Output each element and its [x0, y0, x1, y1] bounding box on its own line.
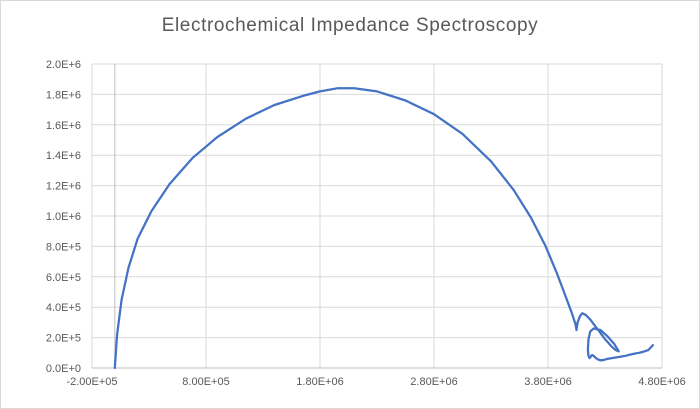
x-tick-label: 4.80E+06	[638, 376, 685, 388]
y-tick-label: 4.0E+5	[46, 302, 81, 314]
y-tick-label: 1.2E+6	[46, 181, 81, 193]
x-tick-label: 3.80E+06	[524, 376, 571, 388]
y-tick-label: 1.4E+6	[46, 150, 81, 162]
y-tick-label: 1.0E+6	[46, 211, 81, 223]
x-tick-labels: -2.00E+05 8.00E+05 1.80E+06 2.80E+06 3.80E+0…	[66, 376, 685, 388]
y-tick-label: 1.6E+6	[46, 120, 81, 132]
axis-lines	[92, 64, 662, 369]
series-layer	[113, 87, 655, 370]
x-tick-label: 2.80E+06	[410, 376, 457, 388]
x-tick-label: -2.00E+05	[66, 376, 117, 388]
y-tick-label: 0.0E+0	[46, 363, 81, 375]
x-tick-label: 8.00E+05	[182, 376, 229, 388]
y-tick-label: 2.0E+6	[46, 59, 81, 71]
y-tick-label: 6.0E+5	[46, 272, 81, 284]
series-line	[113, 87, 655, 370]
x-tick-label: 1.80E+06	[296, 376, 343, 388]
y-tick-label: 1.8E+6	[46, 89, 81, 101]
y-tick-label: 8.0E+5	[46, 241, 81, 253]
chart-title: Electrochemical Impedance Spectroscopy	[161, 15, 539, 36]
y-tick-label: 2.0E+5	[46, 333, 81, 345]
y-tick-labels: 0.0E+0 2.0E+5 4.0E+5 6.0E+5 8.0E+5 1.0E+6 1.2E…	[46, 59, 81, 375]
